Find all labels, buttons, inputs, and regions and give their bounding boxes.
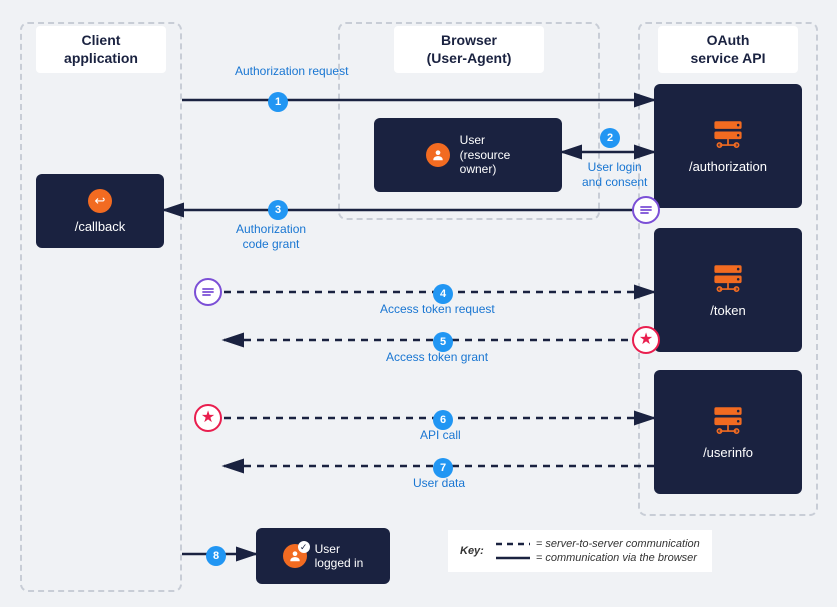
- token-endpoint: /token: [654, 228, 802, 352]
- flow-label-4: Access token request: [380, 302, 495, 317]
- step-5: 5: [433, 332, 453, 352]
- code-token-badge: [632, 196, 660, 224]
- step-1: 1: [268, 92, 288, 112]
- token-label: /token: [710, 303, 745, 318]
- user-resource-owner: User (resource owner): [374, 118, 562, 192]
- key-solid: = communication via the browser: [536, 552, 697, 564]
- flow-label-1: Authorization request: [235, 64, 348, 79]
- userinfo-label: /userinfo: [703, 445, 753, 460]
- step-6: 6: [433, 410, 453, 430]
- reply-icon: ↩: [88, 189, 112, 213]
- callback-endpoint: ↩ /callback: [36, 174, 164, 248]
- code-token-badge: [194, 278, 222, 306]
- flow-label-3: Authorization code grant: [236, 222, 306, 252]
- oauth-title: OAuth service API: [658, 26, 798, 73]
- key-dashed: = server-to-server communication: [536, 538, 700, 550]
- server-icon: [711, 119, 745, 149]
- user-logged-in: ✓ User logged in: [256, 528, 390, 584]
- flow-label-6: API call: [420, 428, 461, 443]
- browser-title: Browser (User-Agent): [394, 26, 544, 73]
- server-icon: [711, 263, 745, 293]
- user-label: User (resource owner): [460, 133, 511, 176]
- user-icon: [426, 143, 450, 167]
- authorization-endpoint: /authorization: [654, 84, 802, 208]
- step-4: 4: [433, 284, 453, 304]
- step-3: 3: [268, 200, 288, 220]
- flow-label-7: User data: [413, 476, 465, 491]
- userinfo-endpoint: /userinfo: [654, 370, 802, 494]
- logged-in-label: User logged in: [315, 542, 364, 571]
- check-icon: ✓: [298, 541, 310, 553]
- step-2: 2: [600, 128, 620, 148]
- flow-label-5: Access token grant: [386, 350, 488, 365]
- server-icon: [711, 405, 745, 435]
- client-title: Client application: [36, 26, 166, 73]
- key-label: Key:: [460, 545, 484, 557]
- authorization-label: /authorization: [689, 159, 767, 174]
- step-7: 7: [433, 458, 453, 478]
- callback-label: /callback: [75, 219, 126, 234]
- star-token-badge: ★: [194, 404, 222, 432]
- flow-label-2: User login and consent: [582, 160, 647, 190]
- star-token-badge: ★: [632, 326, 660, 354]
- step-8: 8: [206, 546, 226, 566]
- client-column: [20, 22, 182, 592]
- legend: Key: = server-to-server communication = …: [448, 530, 712, 572]
